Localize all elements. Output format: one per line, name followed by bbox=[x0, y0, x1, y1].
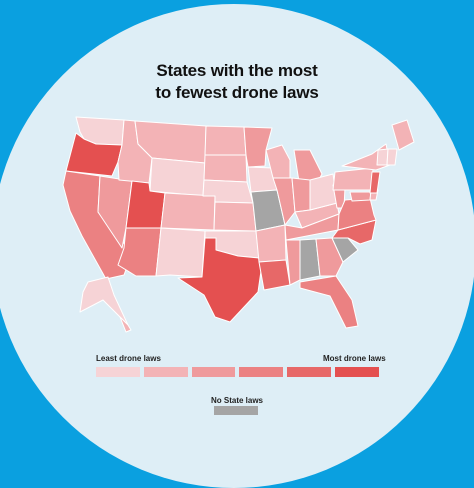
legend-swatch-3 bbox=[191, 367, 236, 377]
state-ar bbox=[255, 224, 287, 263]
state-hi bbox=[119, 316, 132, 333]
legend-swatch-4 bbox=[239, 367, 284, 377]
title-line-1: States with the most bbox=[156, 61, 318, 80]
legend-scale bbox=[96, 367, 379, 377]
state-tx bbox=[177, 237, 263, 323]
no-laws-swatch bbox=[214, 406, 258, 415]
state-nd bbox=[204, 125, 247, 156]
state-pa bbox=[332, 167, 374, 191]
title-line-2: to fewest drone laws bbox=[155, 83, 319, 102]
state-va bbox=[337, 197, 377, 231]
state-sd bbox=[203, 154, 248, 183]
state-mn bbox=[243, 126, 273, 168]
legend-swatch-2 bbox=[143, 367, 188, 377]
state-wi bbox=[265, 144, 291, 181]
legend-swatch-6 bbox=[335, 367, 379, 377]
state-nj bbox=[369, 171, 381, 194]
state-il bbox=[272, 177, 296, 226]
state-vt bbox=[376, 148, 389, 166]
state-fl bbox=[299, 275, 359, 329]
most-laws-label: Most drone laws bbox=[323, 354, 386, 363]
no-laws-label: No State laws bbox=[210, 396, 263, 405]
legend-swatch-5 bbox=[287, 367, 332, 377]
least-laws-label: Least drone laws bbox=[96, 354, 161, 363]
state-ak bbox=[79, 276, 129, 326]
map-title: States with the most to fewest drone law… bbox=[0, 60, 474, 104]
state-md bbox=[349, 191, 372, 202]
us-map bbox=[62, 116, 415, 333]
state-la bbox=[258, 259, 291, 291]
state-ks bbox=[213, 201, 257, 232]
state-co bbox=[160, 192, 216, 231]
state-me bbox=[391, 119, 415, 151]
legend-swatch-1 bbox=[96, 367, 140, 377]
state-nm bbox=[155, 227, 206, 278]
state-in bbox=[291, 177, 311, 213]
state-wy bbox=[149, 157, 206, 197]
state-nh bbox=[386, 148, 398, 166]
